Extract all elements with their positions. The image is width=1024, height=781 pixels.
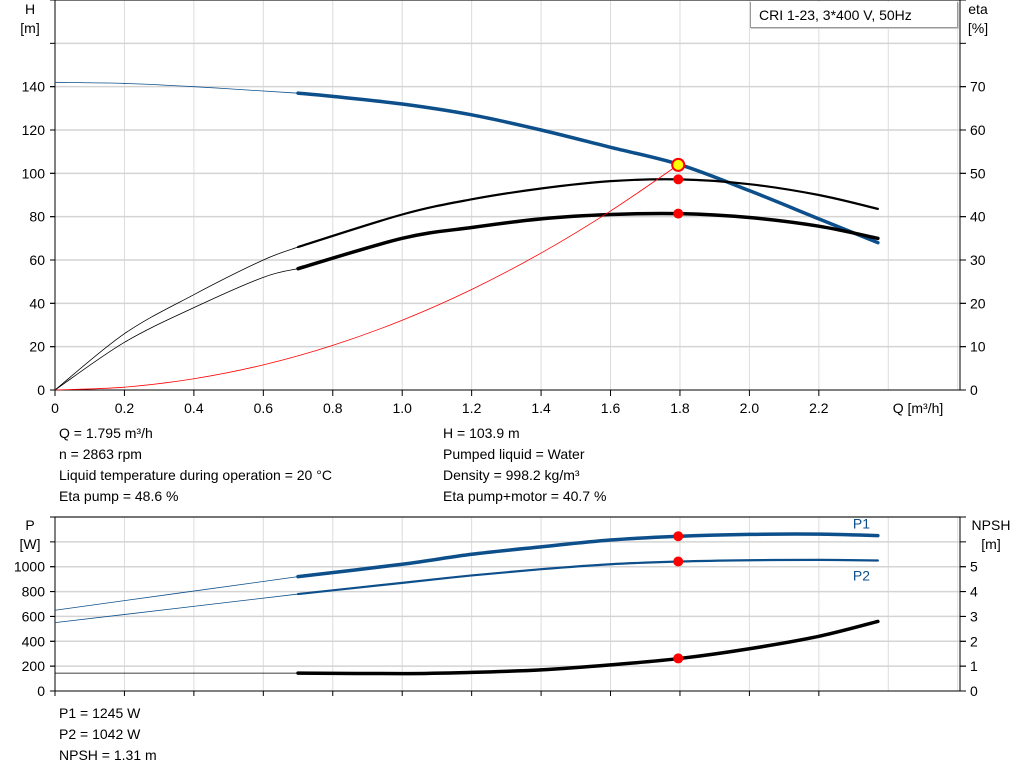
y-tick-label-right: 10 bbox=[970, 339, 986, 355]
x-tick-label: 1.6 bbox=[601, 400, 621, 416]
plot-frame bbox=[54, 0, 961, 391]
y-axis-label-right: eta bbox=[968, 1, 988, 17]
y-tick-label-left: 400 bbox=[22, 633, 46, 649]
y-tick-label-left: 200 bbox=[22, 658, 46, 674]
x-tick-label: 0.8 bbox=[323, 400, 343, 416]
x-axis-label: Q [m³/h] bbox=[893, 400, 944, 416]
series-head bbox=[296, 91, 880, 245]
y-tick-label-right: 70 bbox=[970, 79, 986, 95]
chart-title: CRI 1-23, 3*400 V, 50Hz bbox=[750, 2, 958, 28]
series-npsh bbox=[296, 619, 880, 676]
series-label-p1: P1 bbox=[853, 516, 870, 532]
y-tick-label-right: 0 bbox=[970, 683, 978, 699]
series-eta-pump-extrapolated bbox=[54, 246, 299, 391]
y-tick-label-left: 40 bbox=[29, 295, 45, 311]
y-tick-label-left: 120 bbox=[22, 122, 46, 138]
info-left: Q = 1.795 m³/h n = 2863 rpm Liquid tempe… bbox=[59, 423, 332, 507]
y-tick-label-left: 0 bbox=[37, 683, 45, 699]
y-tick-label-right: 20 bbox=[970, 295, 986, 311]
y-axis-label-left: H bbox=[25, 1, 35, 17]
x-tick-label: 1.4 bbox=[531, 400, 551, 416]
duty-point-npsh bbox=[673, 653, 684, 664]
info-speed: n = 2863 rpm bbox=[59, 446, 142, 462]
info-eta-pump-motor: Eta pump+motor = 40.7 % bbox=[443, 488, 607, 504]
y-axis-label-right: [%] bbox=[968, 20, 988, 36]
info-temperature: Liquid temperature during operation = 20… bbox=[59, 467, 332, 483]
duty-point-head bbox=[671, 157, 686, 172]
duty-point-eta-pump-motor bbox=[673, 208, 684, 219]
info-flow: Q = 1.795 m³/h bbox=[59, 425, 153, 441]
info-head: H = 103.9 m bbox=[443, 425, 520, 441]
y-tick-label-left: 600 bbox=[22, 608, 46, 624]
y-tick-label-right: 1 bbox=[970, 658, 978, 674]
series-p1 bbox=[296, 532, 880, 579]
y-tick-label-left: 80 bbox=[29, 209, 45, 225]
y-tick-label-left: 100 bbox=[22, 165, 46, 181]
x-tick-label: 2.2 bbox=[809, 400, 829, 416]
x-tick-label: 1.2 bbox=[462, 400, 482, 416]
y-tick-label-right: 50 bbox=[970, 165, 986, 181]
duty-point-p2 bbox=[673, 556, 684, 567]
y-tick-label-left: 140 bbox=[22, 79, 46, 95]
y-tick-label-right: 40 bbox=[970, 209, 986, 225]
duty-point-eta-pump bbox=[673, 174, 684, 185]
x-tick-label: 0.6 bbox=[254, 400, 274, 416]
series-p2 bbox=[296, 558, 879, 596]
info-eta-pump: Eta pump = 48.6 % bbox=[59, 488, 179, 504]
series-eta-pump bbox=[296, 178, 879, 249]
y-tick-label-right: 5 bbox=[970, 559, 978, 575]
info-liquid: Pumped liquid = Water bbox=[443, 446, 585, 462]
y-tick-label-left: 20 bbox=[29, 339, 45, 355]
y-axis-label-left: [m] bbox=[20, 20, 39, 36]
info-p2: P2 = 1042 W bbox=[59, 726, 141, 742]
x-tick-label: 2.0 bbox=[740, 400, 760, 416]
x-tick-label: 0 bbox=[51, 400, 59, 416]
y-tick-label-left: 800 bbox=[22, 584, 46, 600]
y-axis-label-left: P bbox=[25, 517, 34, 533]
y-tick-label-right: 30 bbox=[970, 252, 986, 268]
series-p1-extrapolated bbox=[54, 576, 299, 611]
duty-point-p1 bbox=[673, 531, 684, 542]
series-eta-pump-motor-extrapolated bbox=[54, 268, 299, 391]
y-tick-label-right: 0 bbox=[970, 382, 978, 398]
series-eta-pump-motor bbox=[296, 211, 880, 271]
y-tick-label-right: 60 bbox=[970, 122, 986, 138]
info-density: Density = 998.2 kg/m³ bbox=[443, 467, 580, 483]
x-tick-label: 0.2 bbox=[115, 400, 135, 416]
y-tick-label-left: 60 bbox=[29, 252, 45, 268]
x-tick-label: 1.0 bbox=[392, 400, 412, 416]
y-tick-label-left: 1000 bbox=[14, 559, 45, 575]
x-tick-label: 1.8 bbox=[670, 400, 690, 416]
series-system-curve bbox=[54, 164, 679, 391]
series-head-extrapolated bbox=[54, 81, 299, 94]
info-p1: P1 = 1245 W bbox=[59, 705, 141, 721]
y-axis-label-right: [m] bbox=[981, 536, 1000, 552]
series-p2-extrapolated bbox=[54, 593, 299, 624]
x-tick-label: 0.4 bbox=[184, 400, 204, 416]
series-label-p2: P2 bbox=[853, 568, 870, 584]
y-tick-label-left: 0 bbox=[37, 382, 45, 398]
y-tick-label-right: 3 bbox=[970, 608, 978, 624]
info-npsh: NPSH = 1.31 m bbox=[59, 747, 157, 763]
y-tick-label-right: 2 bbox=[970, 633, 978, 649]
y-axis-label-right: NPSH bbox=[972, 517, 1011, 533]
plot-frame bbox=[54, 516, 961, 692]
info-right: H = 103.9 m Pumped liquid = Water Densit… bbox=[443, 423, 606, 507]
info-bottom: P1 = 1245 W P2 = 1042 W NPSH = 1.31 m bbox=[59, 703, 157, 766]
y-axis-label-left: [W] bbox=[20, 536, 41, 552]
y-tick-label-right: 4 bbox=[970, 584, 978, 600]
